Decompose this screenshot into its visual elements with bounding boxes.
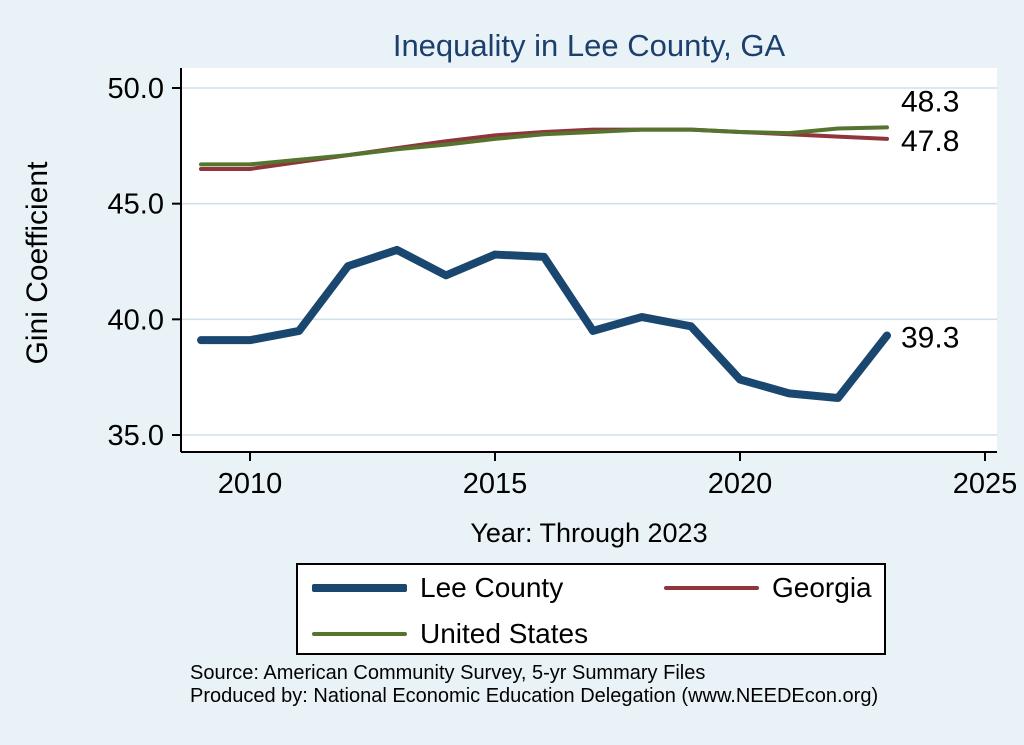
legend-item-united-states: United States bbox=[312, 618, 664, 650]
legend-item-lee-county: Lee County bbox=[312, 572, 664, 604]
line-united-states bbox=[199, 125, 889, 167]
end-label-georgia: 47.8 bbox=[901, 125, 959, 158]
chart-title: Inequality in Lee County, GA bbox=[392, 28, 786, 63]
y-tick-label: 35.0 bbox=[108, 420, 164, 452]
x-tick-label: 2010 bbox=[218, 468, 283, 500]
end-label-lee-county: 39.3 bbox=[901, 322, 959, 355]
x-axis-title: Year: Through 2023 bbox=[470, 518, 708, 548]
legend-swatch-georgia bbox=[664, 586, 759, 590]
y-tick-label: 40.0 bbox=[108, 304, 164, 336]
produced-by-note: Produced by: National Economic Education… bbox=[190, 685, 879, 707]
line-lee-county bbox=[197, 245, 891, 402]
y-tick-label: 50.0 bbox=[108, 73, 164, 105]
legend-label-lee-county: Lee County bbox=[420, 572, 564, 603]
plot-area bbox=[181, 68, 997, 452]
y-tick-label: 45.0 bbox=[108, 189, 164, 221]
end-label-united-states: 48.3 bbox=[901, 85, 959, 118]
legend-swatch-lee-county bbox=[312, 584, 407, 592]
legend: Lee County Georgia United States bbox=[296, 563, 886, 655]
footer-notes: Source: American Community Survey, 5-yr … bbox=[190, 662, 1010, 708]
legend-item-georgia: Georgia bbox=[664, 572, 884, 604]
x-tick-label: 2020 bbox=[708, 468, 773, 500]
source-note: Source: American Community Survey, 5-yr … bbox=[190, 662, 706, 684]
legend-label-united-states: United States bbox=[420, 618, 589, 649]
legend-label-georgia: Georgia bbox=[772, 572, 872, 603]
x-tick-label: 2025 bbox=[953, 468, 1018, 500]
y-axis-title: Gini Coefficient bbox=[21, 161, 54, 365]
x-tick-label: 2015 bbox=[463, 468, 528, 500]
plot-canvas: 35.0 40.0 45.0 50.0 2010 2015 2020 2025 39.3 47.8… bbox=[108, 68, 1018, 500]
legend-swatch-united-states bbox=[312, 632, 407, 636]
